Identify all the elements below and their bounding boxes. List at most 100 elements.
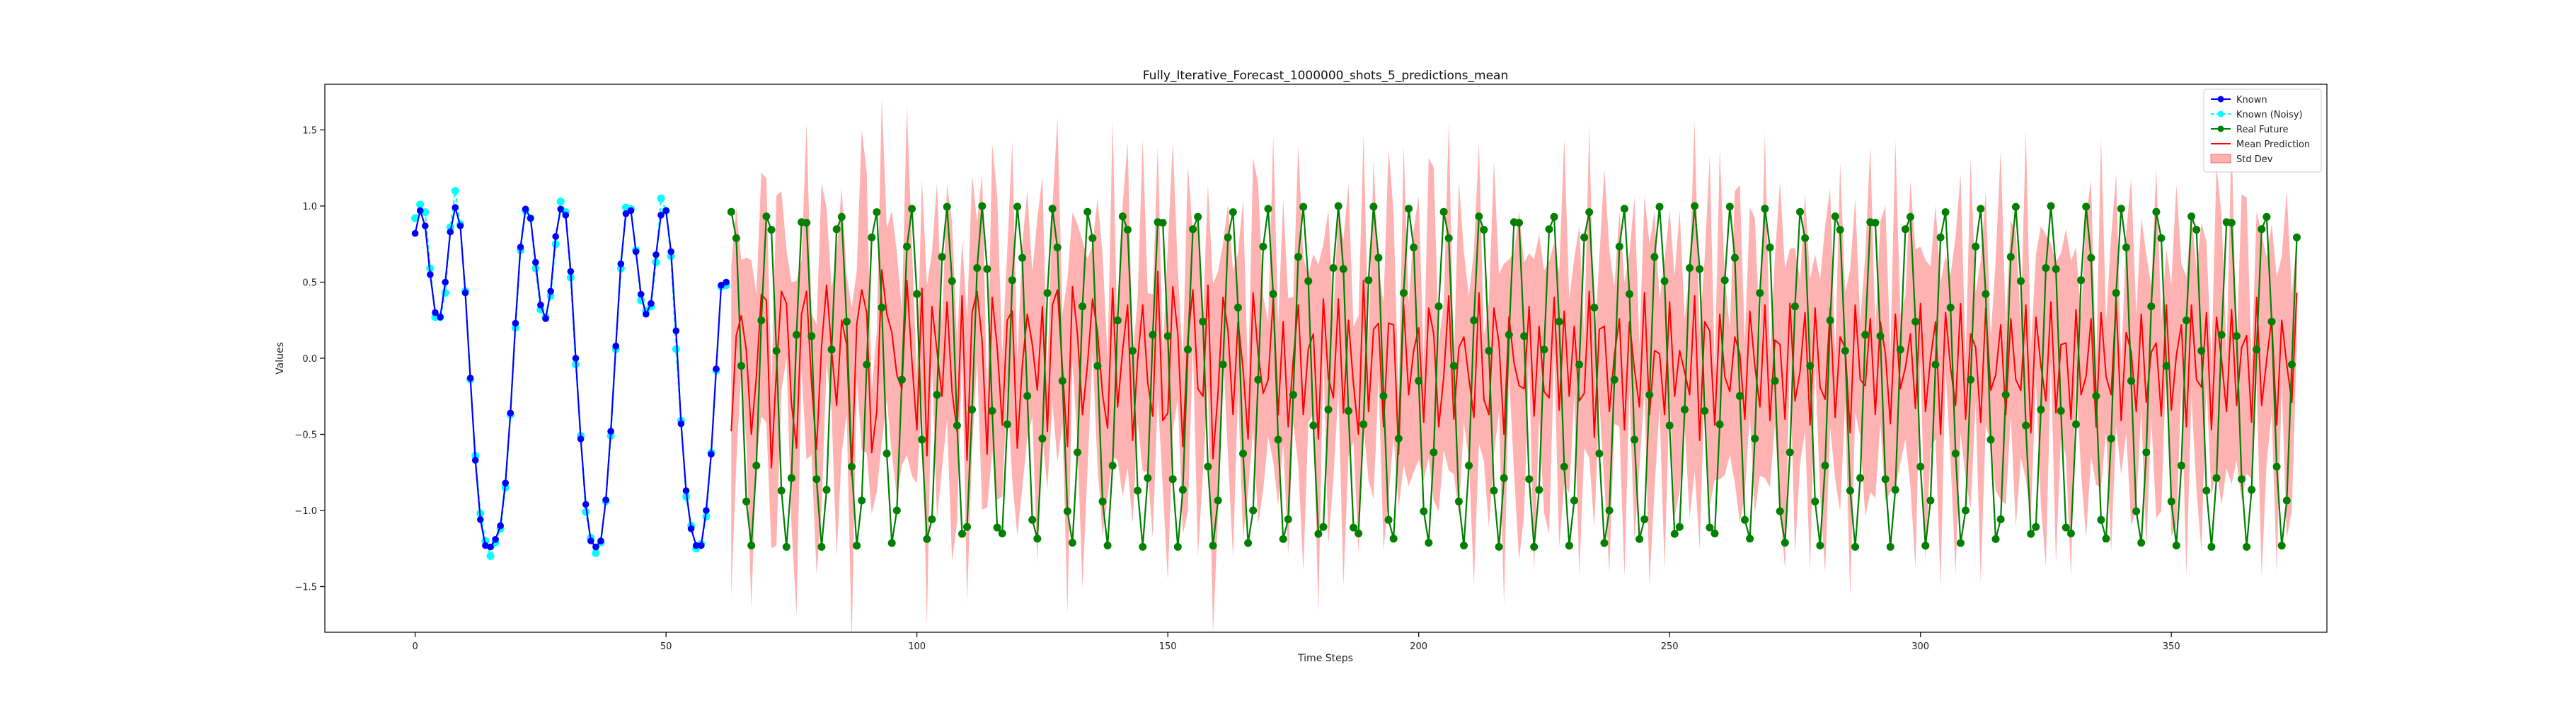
y-tick-label: 0.0 bbox=[302, 354, 317, 365]
known-point bbox=[492, 536, 499, 543]
known-point bbox=[562, 212, 570, 219]
real-future-point bbox=[943, 202, 951, 211]
mean-prediction-series bbox=[730, 269, 2298, 476]
real-future-point bbox=[1881, 475, 1890, 484]
real-future-point bbox=[1655, 202, 1664, 211]
known-point bbox=[718, 282, 725, 289]
y-tick-label: −0.5 bbox=[294, 430, 317, 441]
real-future-point bbox=[1158, 219, 1167, 227]
known-point bbox=[667, 248, 674, 256]
real-future-point bbox=[1781, 539, 1789, 547]
known-point bbox=[592, 543, 599, 551]
real-future-point bbox=[1018, 253, 1026, 262]
real-future-point bbox=[953, 421, 961, 430]
real-future-point bbox=[2102, 535, 2110, 543]
real-future-point bbox=[923, 535, 931, 543]
real-future-point bbox=[2066, 530, 2075, 537]
legend-item-std-dev: Std Dev bbox=[2210, 154, 2273, 165]
known-point bbox=[522, 205, 529, 213]
real-future-point bbox=[1941, 208, 1950, 217]
real-future-point bbox=[793, 331, 800, 339]
real-future-point bbox=[1836, 226, 1844, 234]
real-future-point bbox=[1219, 360, 1227, 369]
real-future-point bbox=[1967, 375, 1975, 384]
legend-label: Std Dev bbox=[2236, 154, 2273, 165]
real-future-point bbox=[1660, 277, 1669, 285]
real-future-point bbox=[1665, 421, 1674, 430]
real-future-point bbox=[1811, 497, 1819, 506]
real-future-point bbox=[1771, 377, 1779, 385]
real-future-point bbox=[2122, 244, 2130, 251]
real-future-point bbox=[1259, 242, 1267, 251]
known-point bbox=[542, 315, 549, 322]
known-noisy-point bbox=[556, 198, 565, 206]
real-future-point bbox=[948, 277, 956, 285]
real-future-point bbox=[1907, 212, 1914, 221]
real-future-point bbox=[1234, 303, 1242, 312]
real-future-point bbox=[2006, 253, 2015, 261]
real-future-point bbox=[2027, 530, 2035, 538]
real-future-point bbox=[2011, 202, 2020, 211]
real-future-point bbox=[732, 234, 740, 242]
real-future-point bbox=[1605, 506, 1614, 515]
real-future-point bbox=[787, 474, 795, 482]
real-future-point bbox=[1108, 462, 1117, 470]
y-tick-label: 1.0 bbox=[302, 202, 317, 212]
real-future-point bbox=[983, 265, 991, 273]
real-future-point bbox=[1936, 233, 1945, 241]
real-future-point bbox=[1454, 497, 1463, 506]
real-future-point bbox=[2142, 448, 2151, 457]
real-future-point bbox=[1505, 331, 1513, 339]
known-point bbox=[432, 309, 439, 316]
real-future-point bbox=[1369, 202, 1378, 211]
real-future-point bbox=[1425, 539, 1433, 547]
real-future-point bbox=[1314, 530, 1323, 538]
known-series bbox=[411, 204, 730, 551]
x-tick-label: 250 bbox=[1661, 641, 1679, 652]
real-future-point bbox=[1355, 530, 1363, 537]
real-future-point bbox=[1710, 530, 1719, 537]
real-future-point bbox=[1761, 205, 1769, 213]
real-future-point bbox=[1129, 347, 1137, 355]
known-point bbox=[607, 428, 614, 435]
real-future-point bbox=[2112, 289, 2120, 297]
real-future-point bbox=[968, 406, 977, 413]
real-future-point bbox=[1540, 346, 1548, 354]
real-future-point bbox=[762, 212, 771, 221]
real-future-point bbox=[1670, 530, 1679, 538]
real-future-point bbox=[767, 226, 776, 234]
known-point bbox=[507, 409, 514, 417]
real-future-point bbox=[2272, 462, 2281, 471]
real-future-point bbox=[1329, 264, 1338, 272]
real-future-point bbox=[892, 506, 901, 515]
real-future-point bbox=[2192, 226, 2201, 234]
real-future-point bbox=[1244, 539, 1253, 547]
real-future-point bbox=[2017, 277, 2025, 285]
real-future-point bbox=[1530, 542, 1539, 551]
real-future-point bbox=[1079, 302, 1087, 311]
real-future-point bbox=[1490, 486, 1498, 495]
real-future-point bbox=[2207, 542, 2216, 551]
real-future-point bbox=[882, 450, 891, 458]
known-point bbox=[627, 207, 635, 215]
real-future-point bbox=[1074, 448, 1081, 457]
known-point bbox=[713, 365, 720, 372]
real-future-point bbox=[1931, 360, 1940, 369]
real-future-point bbox=[1686, 264, 1694, 272]
real-future-point bbox=[1786, 448, 1794, 457]
real-future-point bbox=[2253, 346, 2261, 354]
real-future-point bbox=[908, 205, 916, 213]
real-future-point bbox=[1826, 316, 1834, 324]
real-future-point bbox=[782, 542, 790, 551]
real-future-point bbox=[1916, 462, 1925, 471]
legend-label: Known (Noisy) bbox=[2236, 110, 2303, 120]
legend-item-real-future: Real Future bbox=[2211, 125, 2289, 135]
real-future-point bbox=[832, 225, 841, 234]
known-point bbox=[648, 299, 655, 307]
real-future-point bbox=[988, 406, 996, 415]
real-future-point bbox=[1350, 523, 1357, 532]
known-point bbox=[416, 207, 424, 215]
real-future-point bbox=[1364, 276, 1373, 285]
known-point bbox=[687, 525, 695, 532]
